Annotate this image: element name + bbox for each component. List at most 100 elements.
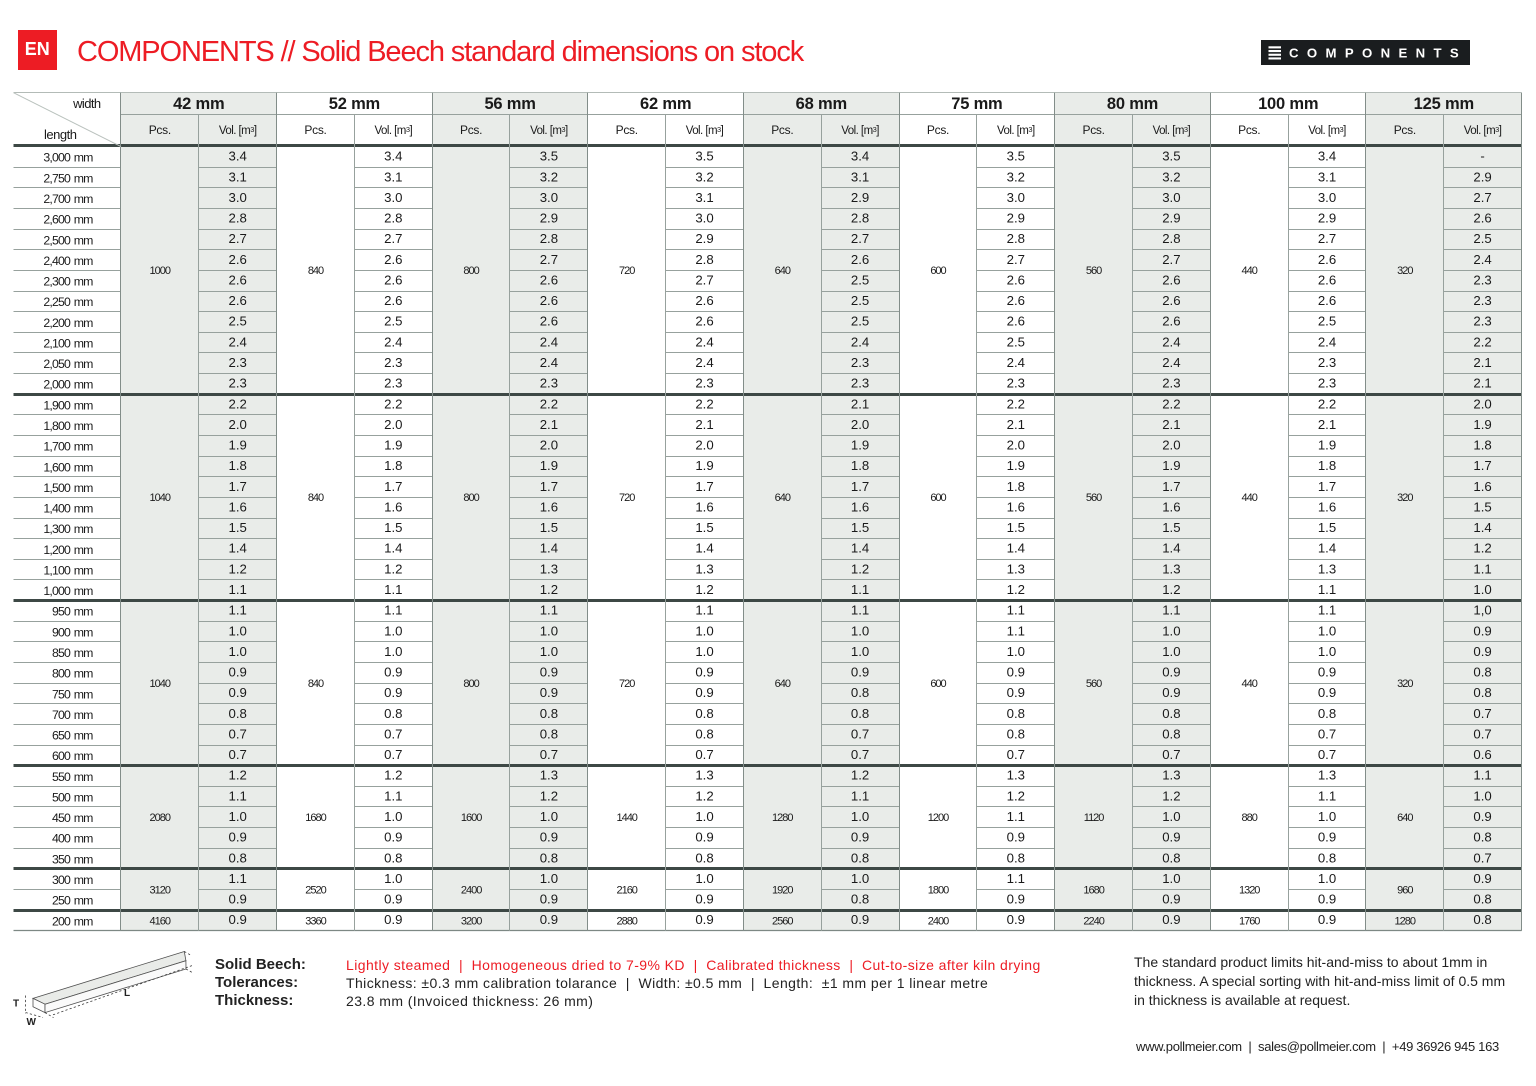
svg-text:3200: 3200 <box>461 915 482 927</box>
svg-text:75 mm: 75 mm <box>951 95 1002 113</box>
svg-text:2.0: 2.0 <box>1162 438 1180 453</box>
svg-text:125 mm: 125 mm <box>1414 95 1474 113</box>
svg-text:0.9: 0.9 <box>695 912 713 927</box>
svg-text:62 mm: 62 mm <box>640 95 691 113</box>
svg-text:0.8: 0.8 <box>1473 665 1491 680</box>
svg-text:2.6: 2.6 <box>695 314 713 329</box>
svg-text:1.0: 1.0 <box>1318 623 1336 638</box>
svg-text:0.8: 0.8 <box>229 706 247 721</box>
svg-text:1.7: 1.7 <box>851 479 869 494</box>
svg-text:3.0: 3.0 <box>540 190 558 205</box>
svg-text:Pcs.: Pcs. <box>149 123 171 137</box>
svg-text:1760: 1760 <box>1239 915 1260 927</box>
svg-text:1.8: 1.8 <box>1473 438 1491 453</box>
svg-text:2.6: 2.6 <box>851 252 869 267</box>
svg-text:2,300 mm: 2,300 mm <box>43 275 93 289</box>
svg-text:1.5: 1.5 <box>695 520 713 535</box>
svg-text:2.7: 2.7 <box>695 272 713 287</box>
svg-text:1440: 1440 <box>616 812 637 824</box>
svg-text:2,050 mm: 2,050 mm <box>43 357 93 371</box>
svg-text:2.5: 2.5 <box>1318 314 1336 329</box>
svg-text:0.8: 0.8 <box>1162 726 1180 741</box>
svg-text:1.0: 1.0 <box>384 623 402 638</box>
svg-text:1.3: 1.3 <box>540 768 558 783</box>
svg-text:2.3: 2.3 <box>1318 376 1336 391</box>
svg-text:0.9: 0.9 <box>695 830 713 845</box>
svg-text:1.1: 1.1 <box>1007 603 1025 618</box>
svg-text:1.1: 1.1 <box>229 603 247 618</box>
svg-text:0.8: 0.8 <box>1162 850 1180 865</box>
svg-text:1.5: 1.5 <box>229 520 247 535</box>
svg-text:720: 720 <box>619 265 635 277</box>
svg-text:3.2: 3.2 <box>540 169 558 184</box>
svg-text:1.0: 1.0 <box>1162 623 1180 638</box>
svg-text:T: T <box>13 999 19 1010</box>
svg-text:0.9: 0.9 <box>1318 685 1336 700</box>
svg-text:2.4: 2.4 <box>695 355 713 370</box>
svg-text:1.0: 1.0 <box>229 644 247 659</box>
svg-text:1.2: 1.2 <box>695 582 713 597</box>
svg-text:0.7: 0.7 <box>229 747 247 762</box>
svg-text:1040: 1040 <box>150 678 171 690</box>
svg-text:1.0: 1.0 <box>540 644 558 659</box>
svg-text:1.1: 1.1 <box>384 582 402 597</box>
svg-text:1.0: 1.0 <box>1162 871 1180 886</box>
svg-text:0.9: 0.9 <box>229 830 247 845</box>
svg-text:2,000 mm: 2,000 mm <box>43 378 93 392</box>
svg-text:2.0: 2.0 <box>229 417 247 432</box>
svg-text:1.1: 1.1 <box>1318 603 1336 618</box>
svg-text:720: 720 <box>619 678 635 690</box>
svg-text:2.6: 2.6 <box>229 293 247 308</box>
svg-text:1.2: 1.2 <box>384 768 402 783</box>
svg-text:2.3: 2.3 <box>1473 293 1491 308</box>
svg-text:600: 600 <box>930 492 946 504</box>
svg-text:1,400 mm: 1,400 mm <box>43 502 93 516</box>
svg-text:0.9: 0.9 <box>851 665 869 680</box>
svg-text:0.9: 0.9 <box>1007 892 1025 907</box>
svg-text:0.9: 0.9 <box>229 912 247 927</box>
svg-text:2.2: 2.2 <box>540 396 558 411</box>
svg-text:0.8: 0.8 <box>384 850 402 865</box>
svg-text:800: 800 <box>463 265 479 277</box>
svg-text:0.9: 0.9 <box>1007 830 1025 845</box>
svg-text:0.8: 0.8 <box>851 850 869 865</box>
svg-text:1.1: 1.1 <box>1318 788 1336 803</box>
svg-text:2.5: 2.5 <box>1007 334 1025 349</box>
svg-text:0.9: 0.9 <box>1007 665 1025 680</box>
svg-text:2.5: 2.5 <box>1473 231 1491 246</box>
svg-text:0.7: 0.7 <box>1473 850 1491 865</box>
svg-text:3.4: 3.4 <box>851 149 869 164</box>
svg-text:Pcs.: Pcs. <box>927 123 949 137</box>
svg-text:W: W <box>27 1017 37 1028</box>
svg-text:1200: 1200 <box>928 812 949 824</box>
svg-text:0.7: 0.7 <box>1162 747 1180 762</box>
svg-text:2,250 mm: 2,250 mm <box>43 295 93 309</box>
svg-text:1.0: 1.0 <box>229 809 247 824</box>
svg-text:1.0: 1.0 <box>229 623 247 638</box>
svg-text:2.6: 2.6 <box>384 293 402 308</box>
svg-text:2.0: 2.0 <box>1007 438 1025 453</box>
svg-text:2.1: 2.1 <box>1473 376 1491 391</box>
svg-text:560: 560 <box>1086 265 1102 277</box>
svg-text:3.4: 3.4 <box>384 149 402 164</box>
svg-text:1.2: 1.2 <box>695 788 713 803</box>
svg-text:0.8: 0.8 <box>1473 892 1491 907</box>
svg-text:1.0: 1.0 <box>851 623 869 638</box>
svg-text:800: 800 <box>463 678 479 690</box>
svg-text:0.8: 0.8 <box>851 685 869 700</box>
svg-text:1.2: 1.2 <box>229 561 247 576</box>
svg-text:640: 640 <box>775 678 791 690</box>
svg-text:1.0: 1.0 <box>1318 809 1336 824</box>
svg-text:1.2: 1.2 <box>1473 541 1491 556</box>
svg-text:1.1: 1.1 <box>1162 603 1180 618</box>
svg-text:2.3: 2.3 <box>851 355 869 370</box>
svg-text:2.8: 2.8 <box>384 211 402 226</box>
svg-text:1,0: 1,0 <box>1473 603 1491 618</box>
svg-text:0.9: 0.9 <box>540 912 558 927</box>
svg-text:2.1: 2.1 <box>851 396 869 411</box>
svg-text:2.5: 2.5 <box>851 293 869 308</box>
svg-text:440: 440 <box>1242 492 1258 504</box>
svg-text:0.7: 0.7 <box>1318 747 1336 762</box>
svg-text:2.6: 2.6 <box>1162 314 1180 329</box>
svg-text:Pcs.: Pcs. <box>304 123 326 137</box>
